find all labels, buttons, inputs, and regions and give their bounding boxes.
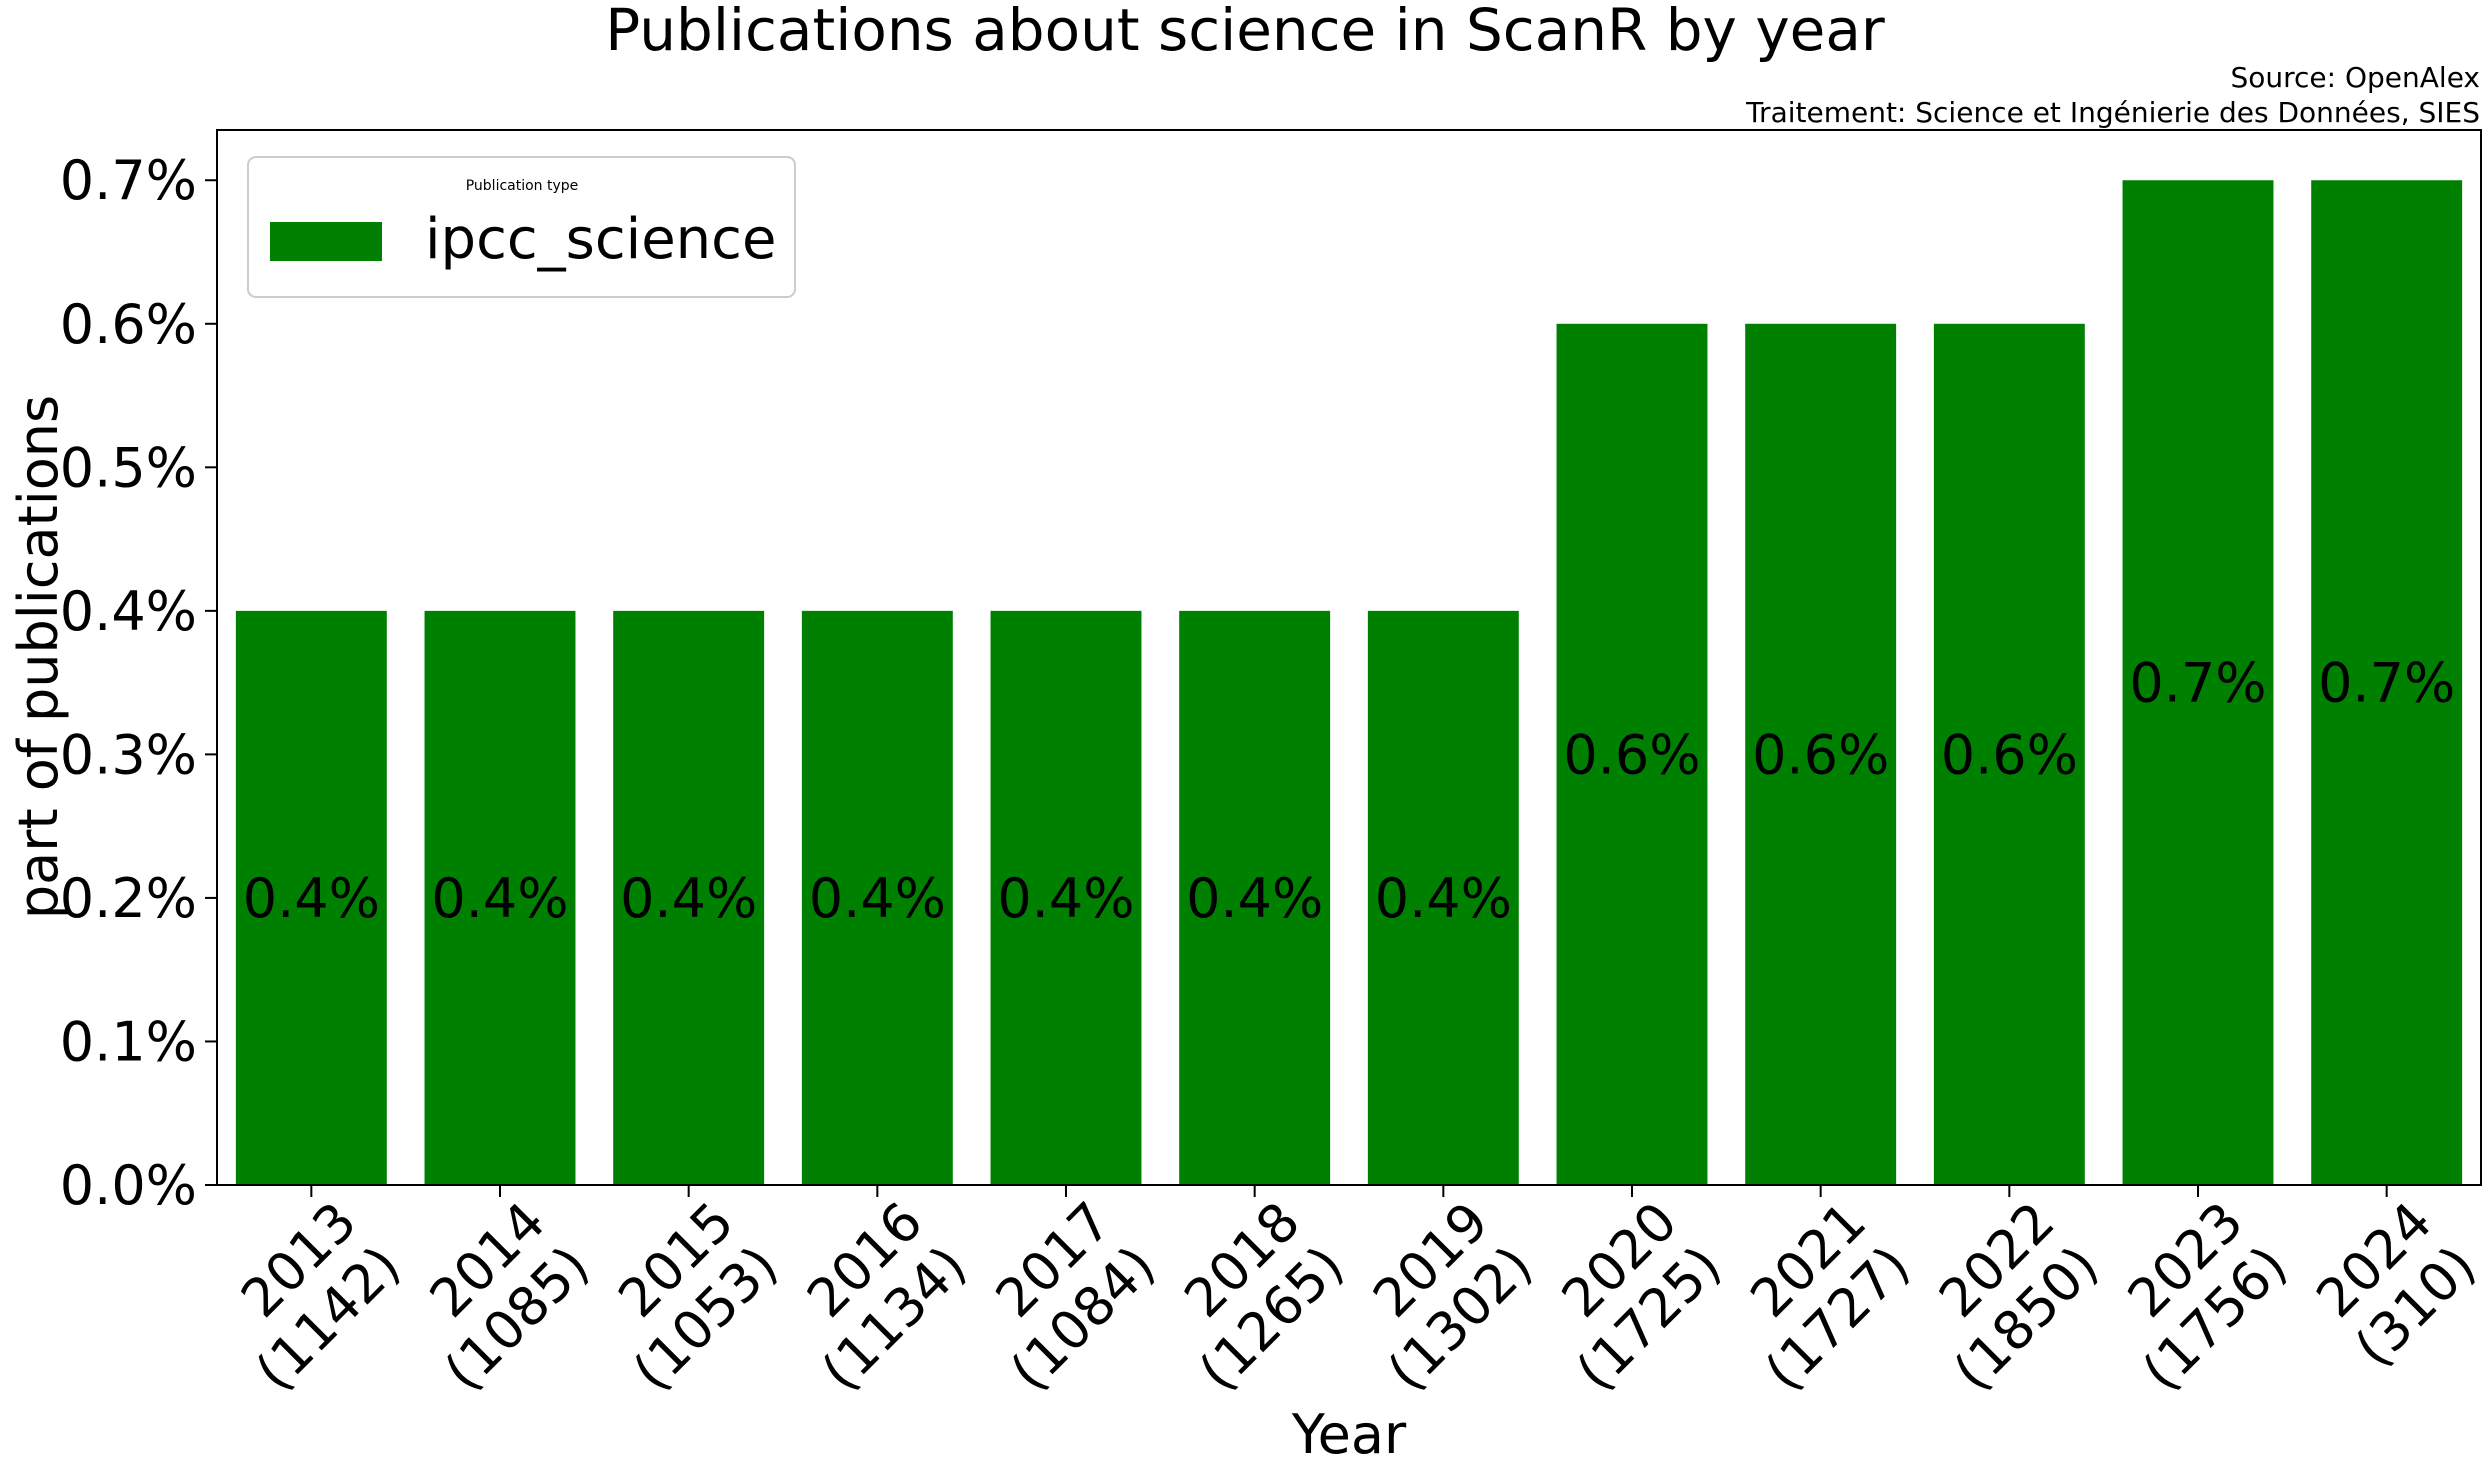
y-tick-label: 0.6% <box>60 293 197 356</box>
processing-line: Traitement: Science et Ingénierie des Do… <box>1745 96 2480 129</box>
bar-2019 <box>1367 610 1519 1185</box>
bar-2018 <box>1179 610 1331 1185</box>
x-tick-label-2017: 2017(1084) <box>955 1191 1167 1403</box>
bar-value-label-2023: 0.7% <box>2129 652 2266 715</box>
y-tick-label: 0.2% <box>60 867 197 930</box>
x-tick-label-2024: 2024(310) <box>2300 1191 2488 1379</box>
bar-2021 <box>1745 323 1897 1185</box>
x-tick-label-2021: 2021(1727) <box>1710 1191 1922 1403</box>
bar-value-label-2021: 0.6% <box>1752 723 1889 786</box>
legend-entry-label: ipcc_science <box>425 207 776 272</box>
bar-2022 <box>1933 323 2085 1185</box>
y-tick-label: 0.0% <box>60 1154 197 1217</box>
x-tick-label-2019: 2019(1302) <box>1333 1191 1545 1403</box>
plot-frame <box>216 129 2482 1186</box>
x-tick-label-2016: 2016(1134) <box>767 1191 979 1403</box>
x-tick-label-2018: 2018(1265) <box>1144 1191 1356 1403</box>
bar-value-label-2015: 0.4% <box>620 867 757 930</box>
y-axis: 0.0% 0.1% 0.2% 0.3% 0.4% 0.5% 0.6% 0.7% <box>60 149 217 1217</box>
x-axis-label: Year <box>1291 1403 1407 1466</box>
x-tick-label-2015: 2015(1053) <box>578 1191 790 1403</box>
bar-value-label-2018: 0.4% <box>1186 867 1323 930</box>
bar-2015 <box>613 610 765 1185</box>
bar-2017 <box>990 610 1142 1185</box>
bar-2016 <box>801 610 953 1185</box>
bar-value-label-2024: 0.7% <box>2318 652 2455 715</box>
y-tick-label: 0.5% <box>60 436 197 499</box>
legend: Publication type ipcc_science <box>247 156 796 298</box>
x-axis: 2013(1142) 2014(1085) 2015(1053) 2016(1134)… <box>201 1185 2488 1403</box>
y-tick-label: 0.3% <box>60 723 197 786</box>
bar-value-label-2020: 0.6% <box>1563 723 1700 786</box>
legend-swatch <box>270 222 382 261</box>
bar-2023 <box>2122 180 2274 1185</box>
x-tick-label-2013: 2013(1142) <box>201 1191 413 1403</box>
x-tick-label-2023: 2023(1756) <box>2087 1191 2299 1403</box>
bar-2013 <box>235 610 387 1185</box>
legend-title: Publication type <box>466 178 579 194</box>
bar-2014 <box>424 610 576 1185</box>
source-line: Source: OpenAlex <box>2230 61 2480 94</box>
y-axis-label: part of publications <box>7 395 70 919</box>
bar-value-label-2022: 0.6% <box>1941 723 2078 786</box>
bar-2024 <box>2311 180 2463 1185</box>
y-tick-label: 0.1% <box>60 1010 197 1073</box>
y-tick-label: 0.7% <box>60 149 197 212</box>
bar-value-label-2017: 0.4% <box>997 867 1134 930</box>
bar-value-label-2016: 0.4% <box>809 867 946 930</box>
bar-value-label-2013: 0.4% <box>243 867 380 930</box>
legend-box <box>247 156 796 298</box>
bar-value-label-2019: 0.4% <box>1375 867 1512 930</box>
x-tick-label-2020: 2020(1725) <box>1521 1191 1733 1403</box>
bar-2020 <box>1556 323 1708 1185</box>
bars-group <box>235 180 2463 1185</box>
bar-labels-group: 0.4% 0.4% 0.4% 0.4% 0.4% 0.4% 0.4% 0.6% 0.6% 0.6%… <box>243 652 2456 930</box>
chart-title: Publications about science in ScanR by y… <box>605 0 1885 64</box>
x-tick-label-2022: 2022(1850) <box>1899 1191 2111 1403</box>
y-tick-label: 0.4% <box>60 580 197 643</box>
x-tick-label-2014: 2014(1085) <box>389 1191 601 1403</box>
bar-value-label-2014: 0.4% <box>431 867 568 930</box>
